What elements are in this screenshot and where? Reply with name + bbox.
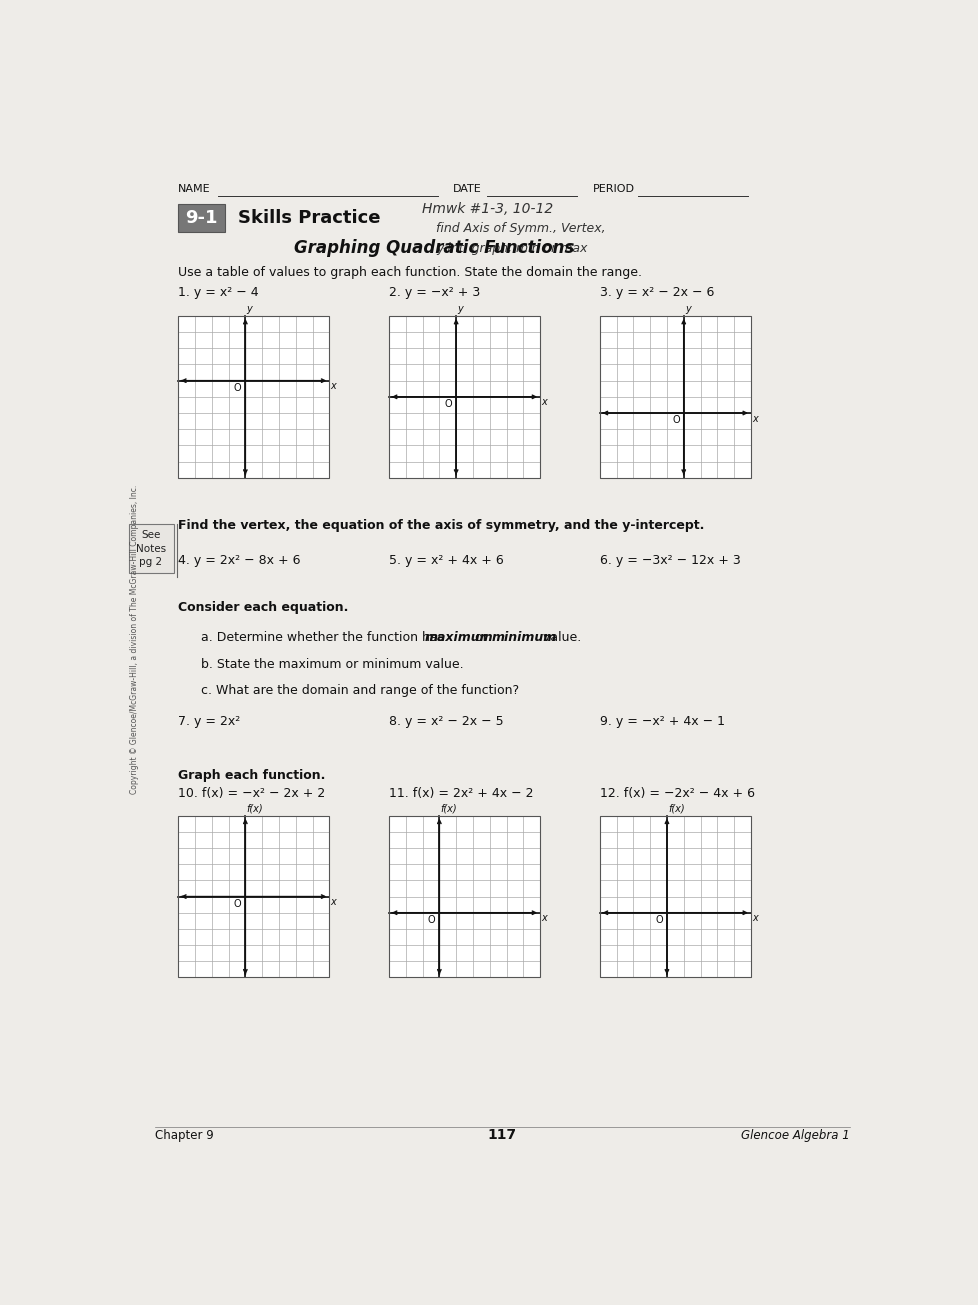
Text: 6. y = −3x² − 12x + 3: 6. y = −3x² − 12x + 3 [600,553,739,566]
Text: x: x [541,398,547,407]
Text: or: or [470,630,491,643]
Text: y: y [246,304,252,313]
Text: 8. y = x² − 2x − 5: 8. y = x² − 2x − 5 [388,715,503,728]
FancyBboxPatch shape [178,205,224,232]
Bar [178,316,329,478]
Text: 2. y = −x² + 3: 2. y = −x² + 3 [388,286,480,299]
Text: Find the vertex, the equation of the axis of symmetry, and the y-intercept.: Find the vertex, the equation of the axi… [178,519,704,532]
Bar [600,816,750,977]
Text: x: x [751,913,757,924]
Bar [178,816,329,977]
Text: See
Notes
pg 2: See Notes pg 2 [136,530,166,566]
Text: O: O [234,382,242,393]
Text: O: O [672,415,680,425]
Text: O: O [444,399,452,408]
Text: x: x [751,414,757,424]
Bar [600,816,750,977]
Text: a. Determine whether the function has: a. Determine whether the function has [201,630,448,643]
Text: y: y [685,304,690,313]
Bar [388,816,540,977]
Text: f(x): f(x) [440,804,457,813]
Text: Copyright © Glencoe/McGraw-Hill, a division of The McGraw-Hill Companies, Inc.: Copyright © Glencoe/McGraw-Hill, a divis… [130,484,139,793]
Text: 11. f(x) = 2x² + 4x − 2: 11. f(x) = 2x² + 4x − 2 [388,787,533,800]
Text: Graphing Quadratic Functions: Graphing Quadratic Functions [294,239,574,257]
Text: Skills Practice: Skills Practice [238,209,380,227]
Text: f(x): f(x) [668,804,685,813]
Text: O: O [234,899,242,908]
Text: x: x [331,381,336,392]
Text: DATE: DATE [453,184,481,193]
Text: Chapter 9: Chapter 9 [155,1129,213,1142]
Bar [600,316,750,478]
Text: 4. y = 2x² − 8x + 6: 4. y = 2x² − 8x + 6 [178,553,300,566]
Text: O: O [655,915,662,925]
Text: 3. y = x² − 2x − 6: 3. y = x² − 2x − 6 [600,286,713,299]
Bar [388,316,540,478]
Text: b. State the maximum or minimum value.: b. State the maximum or minimum value. [201,658,464,671]
Text: y-int, graph, min or max: y-int, graph, min or max [436,241,587,254]
Text: c. What are the domain and range of the function?: c. What are the domain and range of the … [201,685,519,697]
Text: Graph each function.: Graph each function. [178,769,326,782]
Text: maximum: maximum [424,630,493,643]
Text: x: x [541,913,547,924]
Text: 9-1: 9-1 [185,209,217,227]
Text: 117: 117 [487,1129,515,1142]
Text: f(x): f(x) [246,804,263,813]
Bar [128,523,173,573]
Text: 1. y = x² − 4: 1. y = x² − 4 [178,286,258,299]
Text: Consider each equation.: Consider each equation. [178,602,348,615]
Text: y: y [457,304,463,313]
Bar [178,816,329,977]
Text: minimum: minimum [492,630,556,643]
Text: Hmwk #1-3, 10-12: Hmwk #1-3, 10-12 [422,202,553,217]
Bar [178,316,329,478]
Text: O: O [427,915,435,925]
Bar [388,316,540,478]
Text: 7. y = 2x²: 7. y = 2x² [178,715,241,728]
Text: 12. f(x) = −2x² − 4x + 6: 12. f(x) = −2x² − 4x + 6 [600,787,754,800]
Text: find Axis of Symm., Vertex,: find Axis of Symm., Vertex, [436,222,605,235]
Text: value.: value. [539,630,581,643]
Text: x: x [331,898,336,907]
Text: PERIOD: PERIOD [593,184,634,193]
Text: 9. y = −x² + 4x − 1: 9. y = −x² + 4x − 1 [600,715,724,728]
Text: Glencoe Algebra 1: Glencoe Algebra 1 [740,1129,849,1142]
Bar [388,816,540,977]
Bar [600,316,750,478]
Text: Use a table of values to graph each function. State the domain the range.: Use a table of values to graph each func… [178,266,642,278]
Text: 10. f(x) = −x² − 2x + 2: 10. f(x) = −x² − 2x + 2 [178,787,325,800]
Text: NAME: NAME [178,184,210,193]
Text: 5. y = x² + 4x + 6: 5. y = x² + 4x + 6 [388,553,504,566]
